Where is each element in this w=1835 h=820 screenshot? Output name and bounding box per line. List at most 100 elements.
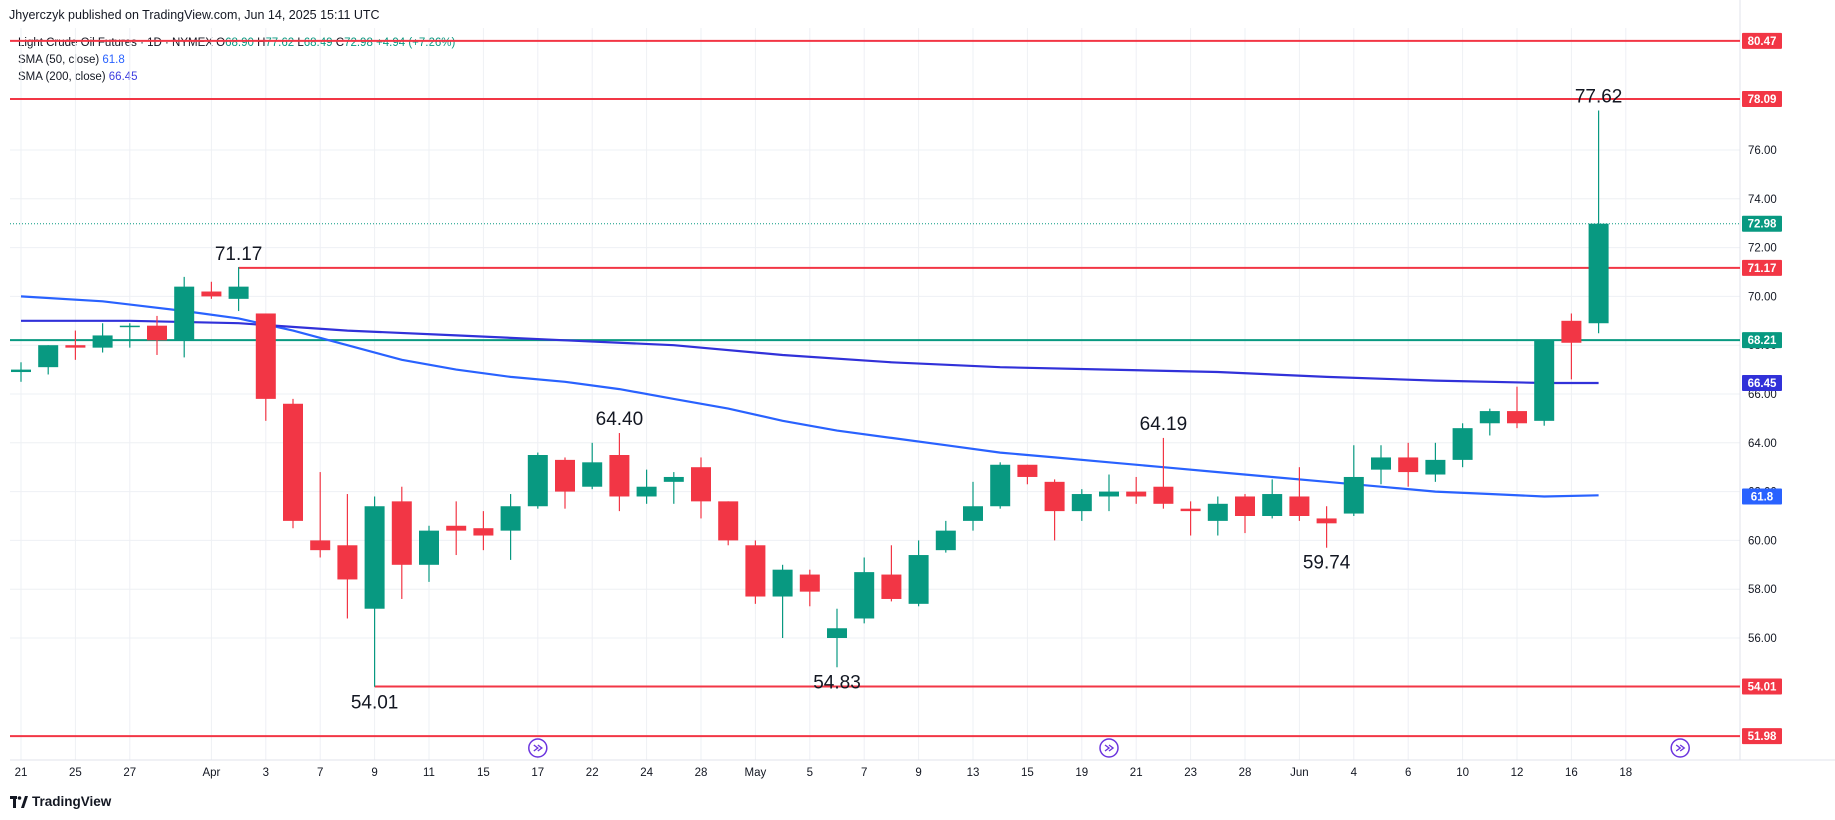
candle-body bbox=[1207, 503, 1228, 521]
x-tick-label: 12 bbox=[1511, 767, 1524, 779]
candle bbox=[364, 496, 385, 687]
price-tag-bg bbox=[1742, 215, 1782, 232]
price-tag-label: 68.21 bbox=[1748, 335, 1777, 347]
x-tick-label: 7 bbox=[317, 767, 323, 779]
y-tick-label: 58.00 bbox=[1748, 584, 1777, 596]
candle-body bbox=[827, 628, 847, 638]
candle bbox=[691, 457, 711, 519]
candle bbox=[500, 494, 521, 560]
x-tick-label: 10 bbox=[1456, 767, 1469, 779]
candle-body bbox=[1126, 491, 1147, 497]
level-price-tag: 54.01 bbox=[1742, 678, 1782, 695]
x-tick-label: 3 bbox=[263, 767, 269, 779]
price-tag-label: 72.98 bbox=[1748, 219, 1777, 231]
y-tick-label: 70.00 bbox=[1748, 291, 1777, 303]
x-tick-label: 21 bbox=[1130, 767, 1143, 779]
candle-body bbox=[1561, 320, 1582, 343]
event-marker-icon[interactable] bbox=[1670, 738, 1690, 758]
candle bbox=[92, 323, 113, 353]
candle bbox=[827, 608, 847, 668]
candle-body bbox=[228, 286, 249, 299]
candle bbox=[908, 540, 929, 607]
level-price-tag: 80.47 bbox=[1742, 32, 1782, 49]
y-tick-label: 74.00 bbox=[1748, 194, 1777, 206]
candle bbox=[1561, 313, 1582, 380]
candle-body bbox=[283, 403, 303, 521]
candle bbox=[636, 469, 657, 504]
candle-body bbox=[337, 545, 358, 580]
level-price-tag: 51.98 bbox=[1742, 728, 1782, 745]
annotation-label: 54.83 bbox=[813, 673, 861, 694]
candle bbox=[1099, 474, 1119, 512]
sma200-label: SMA (200, close) bbox=[18, 71, 106, 83]
candle bbox=[391, 486, 412, 599]
sma200-value: 66.45 bbox=[108, 71, 138, 83]
candle-body bbox=[1479, 411, 1500, 424]
candle-body bbox=[1235, 496, 1255, 516]
price-tag-bg bbox=[1742, 91, 1782, 108]
candle-body bbox=[1180, 508, 1201, 512]
tradingview-logo-icon bbox=[10, 795, 28, 808]
candle-body bbox=[147, 325, 167, 341]
candle bbox=[718, 501, 739, 546]
price-tag-bg bbox=[1742, 375, 1782, 392]
candle-body bbox=[364, 506, 385, 609]
sma-price-tag: 61.8 bbox=[1742, 488, 1782, 505]
candle bbox=[935, 520, 956, 553]
x-tick-label: 21 bbox=[15, 767, 28, 779]
candle-body bbox=[119, 325, 140, 328]
candle bbox=[147, 315, 167, 355]
candle-body bbox=[555, 459, 575, 492]
sma-price-tag: 66.45 bbox=[1742, 375, 1782, 392]
price-tag-label: 78.09 bbox=[1748, 94, 1777, 106]
candle-body bbox=[582, 462, 603, 487]
candle-body bbox=[663, 476, 684, 482]
candle bbox=[555, 457, 575, 509]
x-tick-label: 24 bbox=[640, 767, 653, 779]
price-tag-bg bbox=[1742, 332, 1782, 349]
x-tick-label: 28 bbox=[1239, 767, 1252, 779]
x-tick-label: Apr bbox=[202, 767, 220, 779]
candle-body bbox=[473, 528, 494, 536]
price-tag-label: 71.17 bbox=[1748, 263, 1777, 275]
sma200-line bbox=[21, 319, 1599, 385]
x-tick-label: 9 bbox=[915, 767, 921, 779]
candle bbox=[772, 564, 793, 638]
legend-sma50-row[interactable]: SMA (50, close) 61.8 bbox=[18, 52, 455, 69]
price-tag-label: 61.8 bbox=[1751, 491, 1774, 503]
candle-body bbox=[527, 455, 548, 507]
sma50-value: 61.8 bbox=[102, 54, 125, 66]
x-tick-label: 7 bbox=[861, 767, 867, 779]
price-tag-bg bbox=[1742, 32, 1782, 49]
candle bbox=[1207, 496, 1228, 536]
candle-body bbox=[636, 486, 657, 497]
price-tag-label: 66.45 bbox=[1748, 378, 1777, 390]
candle bbox=[1507, 386, 1527, 429]
candle bbox=[255, 313, 276, 421]
x-tick-label: 16 bbox=[1565, 767, 1578, 779]
y-tick-label: 64.00 bbox=[1748, 438, 1777, 450]
price-tag-bg bbox=[1742, 259, 1782, 276]
candle bbox=[1398, 442, 1419, 487]
candle-body bbox=[963, 506, 983, 521]
candle-body bbox=[1507, 411, 1527, 424]
candle-body bbox=[1316, 518, 1337, 524]
price-chart[interactable]: 56.0058.0060.0062.0064.0066.0068.0070.00… bbox=[0, 0, 1835, 790]
price-tag-bg bbox=[1742, 488, 1782, 505]
candle bbox=[283, 398, 303, 529]
legend-sma200-row[interactable]: SMA (200, close) 66.45 bbox=[18, 69, 455, 86]
candle bbox=[881, 545, 902, 602]
event-marker-icon[interactable] bbox=[528, 738, 548, 758]
candle-body bbox=[174, 286, 195, 341]
candle-body bbox=[1044, 481, 1065, 512]
candle bbox=[854, 557, 875, 624]
candle-body bbox=[201, 291, 222, 297]
candle-body bbox=[691, 467, 711, 502]
candle bbox=[419, 525, 439, 582]
price-tag-bg bbox=[1742, 678, 1782, 695]
candle bbox=[228, 267, 249, 312]
level-price-tag: 68.21 bbox=[1742, 332, 1782, 349]
candle bbox=[1425, 442, 1446, 482]
event-marker-icon[interactable] bbox=[1099, 738, 1119, 758]
candle bbox=[609, 433, 630, 512]
